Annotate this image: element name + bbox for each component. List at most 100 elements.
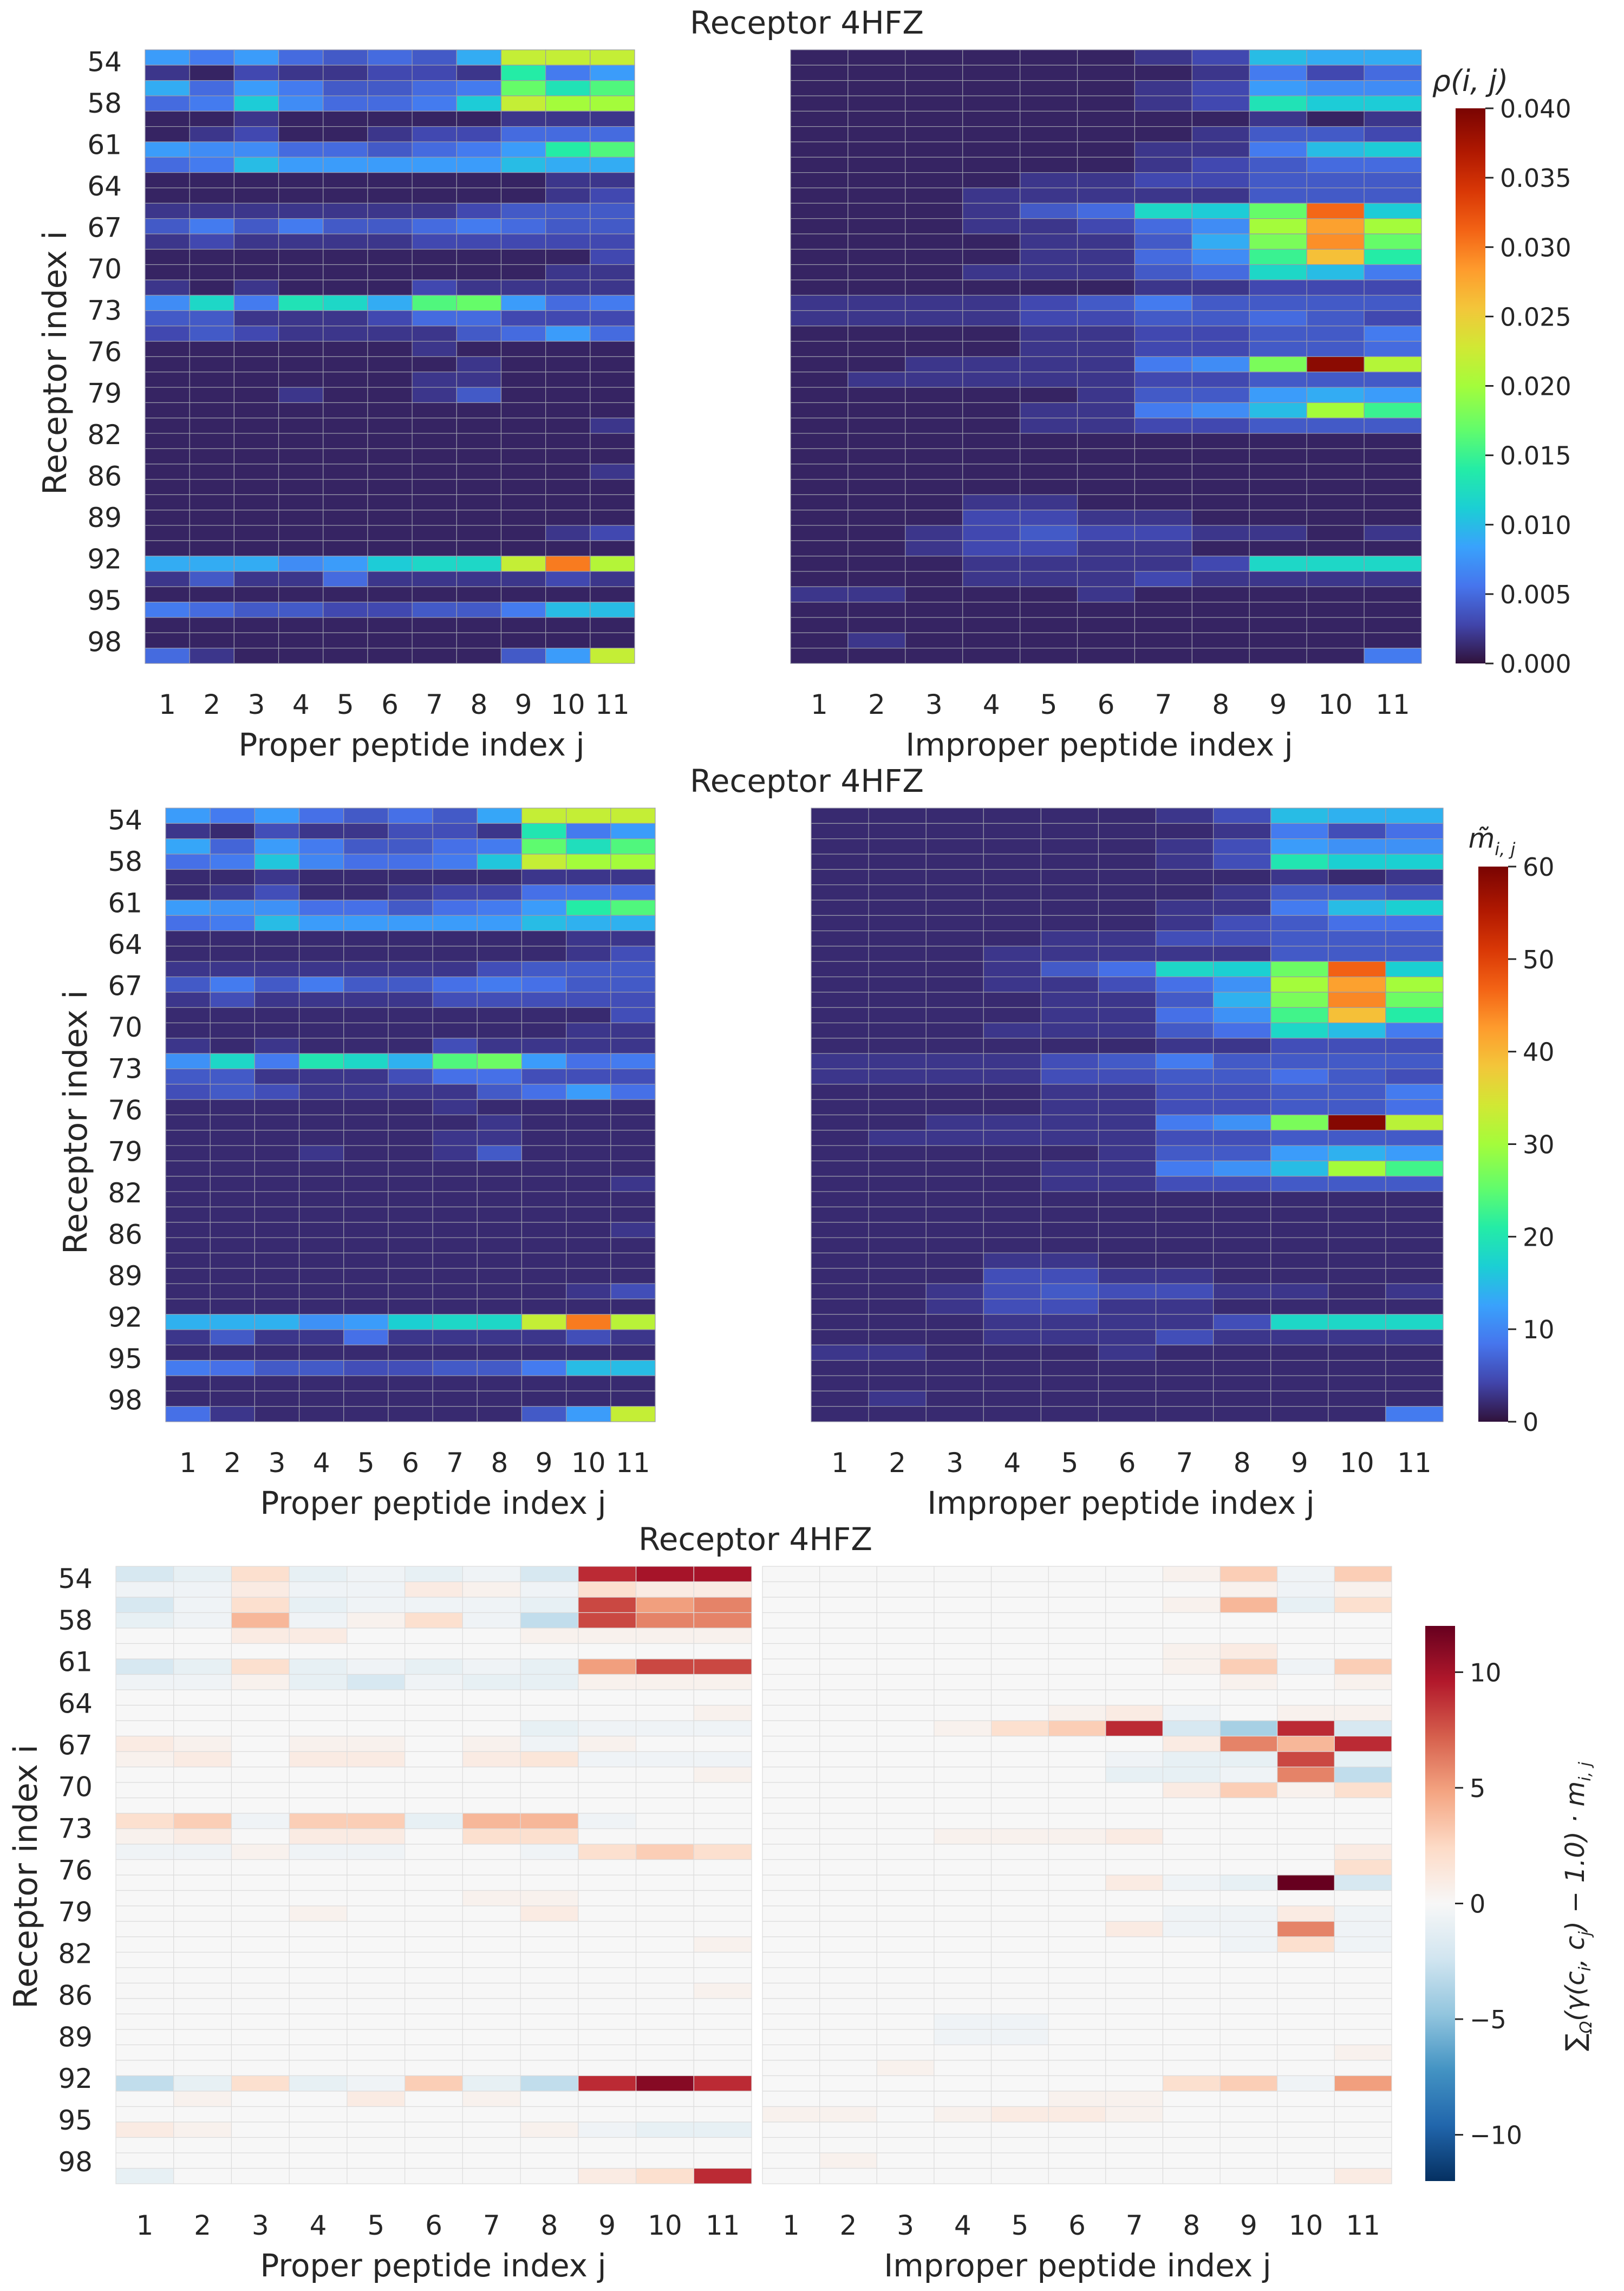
- heatmap-cell: [934, 2060, 992, 2077]
- heatmap-cell: [500, 233, 546, 250]
- heatmap-cell: [405, 2152, 463, 2169]
- heatmap-cell: [231, 1674, 290, 1690]
- heatmap-cell: [254, 992, 300, 1008]
- heatmap-cell: [145, 203, 190, 219]
- y-tick-label: 82: [58, 1938, 93, 1969]
- heatmap-cell: [173, 1720, 232, 1737]
- heatmap-cell: [412, 264, 457, 281]
- heatmap-cell: [343, 1130, 389, 1146]
- heatmap-cell: [477, 869, 523, 886]
- heatmap-cell: [1385, 1007, 1444, 1024]
- heatmap-cell: [1364, 326, 1422, 342]
- heatmap-cell: [289, 1597, 348, 1613]
- heatmap-cell: [388, 1007, 433, 1024]
- heatmap-cell: [210, 930, 255, 947]
- heatmap-cell: [254, 1114, 300, 1131]
- heatmap-cell: [254, 1130, 300, 1146]
- heatmap-cell: [983, 1099, 1041, 1116]
- heatmap-cell: [790, 218, 849, 235]
- heatmap-cell: [610, 1191, 656, 1208]
- heatmap-cell: [1219, 1951, 1278, 1968]
- heatmap-cell: [1020, 233, 1078, 250]
- heatmap-cell: [347, 1720, 406, 1737]
- heatmap-cell: [500, 310, 546, 327]
- heatmap-cell: [145, 187, 190, 204]
- heatmap-cell: [405, 1782, 463, 1799]
- heatmap-cell: [990, 2152, 1049, 2169]
- heatmap-cell: [925, 1038, 984, 1054]
- heatmap-cell: [693, 1936, 752, 1953]
- heatmap-cell: [1364, 49, 1422, 66]
- heatmap-cell: [347, 1689, 406, 1706]
- heatmap-cell: [1105, 2029, 1164, 2046]
- heatmap-cell: [323, 632, 368, 649]
- heatmap-cell: [298, 1344, 344, 1361]
- heatmap-cell: [1155, 1007, 1214, 1024]
- heatmap-cell: [1040, 1084, 1099, 1100]
- heatmap-cell: [819, 1828, 877, 1845]
- x-tick-label: 3: [252, 2210, 269, 2241]
- heatmap-cell: [1385, 1145, 1444, 1162]
- heatmap-cell: [819, 1967, 877, 1984]
- heatmap-cell: [762, 1612, 820, 1629]
- heatmap-cell: [521, 1068, 567, 1085]
- heatmap-cell: [210, 1283, 255, 1299]
- heatmap-cell: [1077, 525, 1136, 541]
- heatmap-cell: [1077, 310, 1136, 327]
- heatmap-cell: [405, 1643, 463, 1659]
- heatmap-cell: [323, 310, 368, 327]
- heatmap-cell: [432, 1038, 478, 1054]
- heatmap-cell: [990, 2137, 1049, 2153]
- heatmap-cell: [289, 2060, 348, 2077]
- heatmap-cell: [1277, 1782, 1335, 1799]
- heatmap-cell: [323, 64, 368, 81]
- heatmap-cell: [566, 946, 611, 962]
- heatmap-cell: [762, 1998, 820, 2015]
- heatmap-cell: [1048, 2060, 1106, 2077]
- heatmap-cell: [934, 1674, 992, 1690]
- heatmap-cell: [1191, 95, 1250, 112]
- heatmap-cell: [165, 900, 211, 916]
- heatmap-cell: [990, 1905, 1049, 1922]
- heatmap-cell: [289, 2121, 348, 2138]
- y-tick-label: 89: [58, 2021, 93, 2053]
- heatmap-cell: [412, 295, 457, 311]
- heatmap-cell: [1213, 1130, 1271, 1146]
- heatmap-cell: [566, 1329, 611, 1345]
- heatmap-cell: [323, 95, 368, 112]
- heatmap-cell: [545, 326, 591, 342]
- heatmap-cell: [847, 387, 906, 403]
- heatmap-cell: [323, 264, 368, 281]
- heatmap-cell: [1155, 1406, 1214, 1422]
- x-tick-label: 11: [1397, 1447, 1432, 1479]
- heatmap-cell: [1048, 1828, 1106, 1845]
- heatmap-cell: [298, 1375, 344, 1391]
- heatmap-cell: [1328, 869, 1386, 886]
- heatmap-cell: [962, 418, 1021, 434]
- heatmap-cell: [173, 1844, 232, 1860]
- heatmap-cell: [412, 372, 457, 388]
- heatmap-cell: [1048, 1797, 1106, 1814]
- heatmap-cell: [189, 586, 234, 603]
- heatmap-cell: [231, 1828, 290, 1845]
- heatmap-cell: [693, 1967, 752, 1984]
- heatmap-cell: [233, 387, 279, 403]
- heatmap-cell: [1162, 1921, 1221, 1937]
- heatmap-cell: [1077, 187, 1136, 204]
- heatmap-cell: [1306, 64, 1365, 81]
- heatmap-cell: [189, 249, 234, 265]
- heatmap-cell: [254, 1222, 300, 1238]
- heatmap-cell: [1077, 464, 1136, 480]
- heatmap-cell: [983, 930, 1041, 947]
- heatmap-cell: [762, 2060, 820, 2077]
- heatmap-cell: [500, 203, 546, 219]
- heatmap-cell: [405, 1704, 463, 1721]
- heatmap-cell: [905, 433, 963, 450]
- x-tick-label: 2: [868, 689, 885, 720]
- heatmap-cell: [521, 1268, 567, 1284]
- heatmap-cell: [1334, 2091, 1392, 2107]
- heatmap-cell: [233, 571, 279, 587]
- heatmap-cell: [145, 264, 190, 281]
- heatmap-cell: [254, 1145, 300, 1162]
- heatmap-cell: [983, 1160, 1041, 1177]
